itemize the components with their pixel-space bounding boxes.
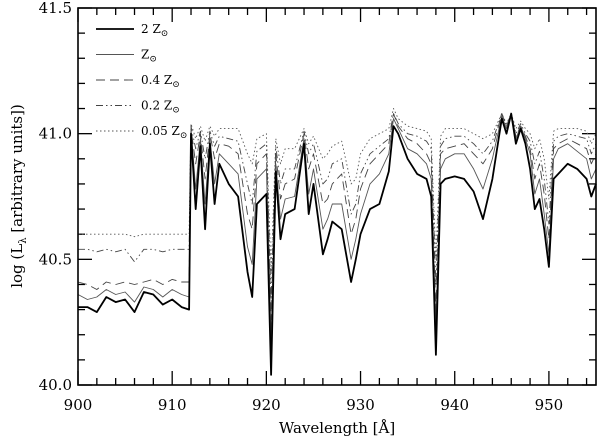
y-tick-labels: 40.0 40.5 41.0 41.5 — [39, 0, 72, 394]
x-tick-label: 930 — [346, 396, 375, 414]
x-tick-label: 900 — [64, 396, 93, 414]
legend-label: 2 Z⊙ — [141, 22, 168, 39]
plot-frame — [77, 7, 597, 386]
axis-ticks — [77, 7, 596, 386]
series-layer — [77, 108, 597, 376]
legend-label: Z⊙ — [141, 48, 157, 65]
legend-label: 0.4 Z⊙ — [141, 73, 180, 90]
series-line — [78, 112, 597, 376]
x-tick-label: 910 — [158, 396, 187, 414]
y-axis-label: log (Lλ [arbitrary units]) — [8, 104, 29, 288]
y-tick-label: 41.0 — [39, 125, 72, 143]
legend-label: 0.05 Z⊙ — [141, 124, 187, 141]
y-tick-label: 40.5 — [39, 250, 72, 268]
series-line — [78, 108, 597, 273]
series-line — [77, 113, 597, 341]
svg-text:log (Lλ [arbitrary units]): log (Lλ [arbitrary units]) — [8, 104, 29, 288]
x-axis-label: Wavelength [Å] — [279, 419, 395, 437]
x-tick-label: 920 — [252, 396, 281, 414]
x-tick-labels: 900 910 920 930 940 950 — [64, 396, 564, 414]
x-tick-label: 940 — [440, 396, 469, 414]
y-tick-label: 41.5 — [39, 0, 72, 17]
series-line — [78, 113, 597, 300]
series-line — [77, 113, 597, 321]
legend-label: 0.2 Z⊙ — [141, 99, 180, 116]
x-tick-label: 950 — [535, 396, 564, 414]
y-tick-label: 40.0 — [39, 376, 72, 394]
legend: 2 Z⊙ Z⊙ 0.4 Z⊙ 0.2 Z⊙ 0.05 Z⊙ — [96, 22, 187, 141]
